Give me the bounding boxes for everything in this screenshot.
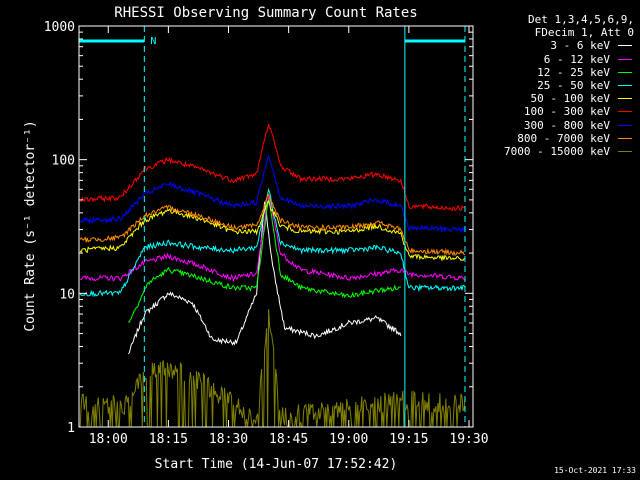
y-tick-label: 10 <box>59 287 75 302</box>
legend-entry: 7000 - 15000 keV <box>484 145 634 158</box>
legend-label: 50 - 100 keV <box>530 92 610 106</box>
legend-entry: 300 - 800 keV <box>484 119 634 132</box>
y-tick-label: 1000 <box>44 20 75 35</box>
series-line <box>128 199 402 323</box>
legend-entry: 3 - 6 keV <box>484 39 634 52</box>
legend-label: 6 - 12 keV <box>543 52 610 66</box>
x-tick-label: 18:15 <box>149 432 188 447</box>
x-tick-label: 18:00 <box>89 432 128 447</box>
legend-entry: 50 - 100 keV <box>484 92 634 105</box>
legend-entry: 800 - 7000 keV <box>484 132 634 145</box>
legend-swatch <box>618 150 632 152</box>
legend-swatch <box>618 84 632 86</box>
legend-swatch <box>618 71 632 73</box>
legend-swatch <box>618 98 632 100</box>
legend-label: 300 - 800 keV <box>523 118 610 132</box>
legend-label: 7000 - 15000 keV <box>504 144 610 158</box>
generation-timestamp: 15-Oct-2021 17:33 <box>554 466 636 475</box>
legend-label: 100 - 300 keV <box>523 105 610 119</box>
series-line <box>79 193 466 257</box>
x-tick-label: 19:15 <box>389 432 428 447</box>
legend-entries: 3 - 6 keV 6 - 12 keV 12 - 25 keV 25 - 50 ke… <box>484 39 634 158</box>
x-tick-label: 19:00 <box>329 432 368 447</box>
x-tick-label: 18:45 <box>269 432 308 447</box>
legend-swatch <box>618 137 632 139</box>
x-axis-label: Start Time (14-Jun-07 17:52:42) <box>155 457 398 472</box>
legend-label: 12 - 25 keV <box>537 65 610 79</box>
night-annotation: N <box>150 36 156 47</box>
series-line <box>79 309 466 428</box>
plot-frame <box>78 25 474 428</box>
legend-swatch <box>618 45 632 47</box>
legend: Det 1,3,4,5,6,9, FDecim 1, Att 0 3 - 6 k… <box>484 13 634 158</box>
chart-title: RHESSI Observing Summary Count Rates <box>114 5 417 21</box>
series-line <box>79 155 466 234</box>
axes: 18:00 18:15 18:30 18:45 19:00 19:15 19:30 1 10 10… <box>44 20 489 447</box>
legend-label: 25 - 50 keV <box>537 78 610 92</box>
x-tick-label: 18:30 <box>209 432 248 447</box>
legend-header-line-1: Det 1,3,4,5,6,9, <box>528 13 634 26</box>
legend-entry: 25 - 50 keV <box>484 79 634 92</box>
legend-swatch <box>618 58 632 60</box>
series-line <box>79 200 466 262</box>
y-axis-label: Count Rate (s⁻¹ detector⁻¹) <box>23 120 38 331</box>
legend-header-line-2: FDecim 1, Att 0 <box>534 26 634 40</box>
night-markers: N <box>79 26 466 427</box>
legend-label: 800 - 7000 keV <box>517 131 610 145</box>
y-tick-label: 100 <box>52 154 75 169</box>
y-tick-label: 1 <box>67 421 75 436</box>
series-line <box>80 123 466 212</box>
legend-entry: 100 - 300 keV <box>484 105 634 118</box>
legend-label: 3 - 6 keV <box>550 39 610 53</box>
legend-entry: 12 - 25 keV <box>484 66 634 79</box>
legend-swatch <box>618 124 632 126</box>
legend-swatch <box>618 111 632 113</box>
x-tick-label: 19:30 <box>449 432 488 447</box>
legend-entry: 6 - 12 keV <box>484 53 634 66</box>
series-traces <box>79 123 466 428</box>
series-line <box>127 201 402 355</box>
